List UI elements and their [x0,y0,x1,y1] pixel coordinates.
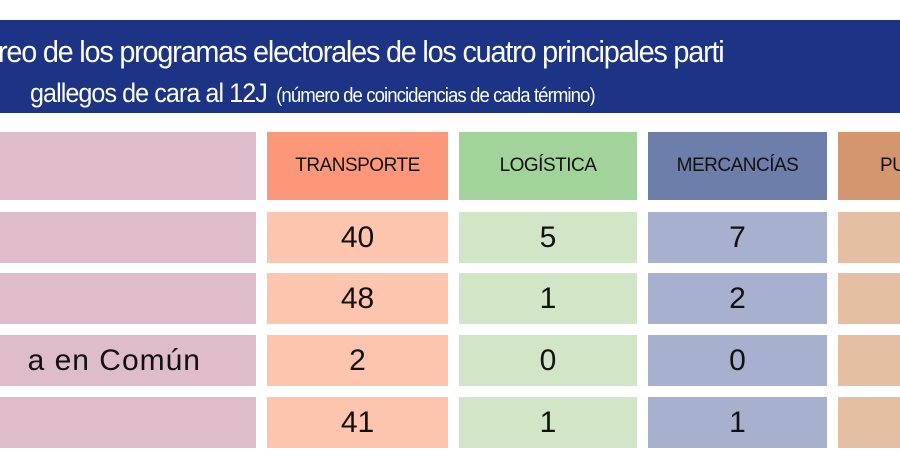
column-header: LOGÍSTICA [459,132,637,200]
table-cell: 41 [267,397,448,448]
column-header: PU [838,132,900,200]
title-banner: reo de los programas electorales de los … [0,20,900,113]
table-cell [838,212,900,263]
table-cell: 0 [459,335,637,386]
table-cell [838,397,900,448]
table-cell: 1 [459,273,637,324]
row-label: a en Común [0,335,256,386]
title-line-2: gallegos de cara al 12J (número de coinci… [30,78,596,109]
header-label-cell [0,132,256,200]
row-label [0,397,256,448]
table-cell: 1 [459,397,637,448]
column-header: TRANSPORTE [267,132,448,200]
table-cell [838,273,900,324]
table-cell [838,335,900,386]
title-line-1: reo de los programas electorales de los … [0,34,725,69]
table-cell: 40 [267,212,448,263]
table-cell: 1 [648,397,827,448]
row-label [0,212,256,263]
table-cell: 48 [267,273,448,324]
column-header: MERCANCÍAS [648,132,827,200]
table-cell: 0 [648,335,827,386]
title-note: (número de coincidencias de cada término… [276,85,595,107]
table-cell: 2 [648,273,827,324]
row-label [0,273,256,324]
title-main: gallegos de cara al 12J [30,78,268,108]
table-cell: 2 [267,335,448,386]
table-cell: 7 [648,212,827,263]
table-cell: 5 [459,212,637,263]
